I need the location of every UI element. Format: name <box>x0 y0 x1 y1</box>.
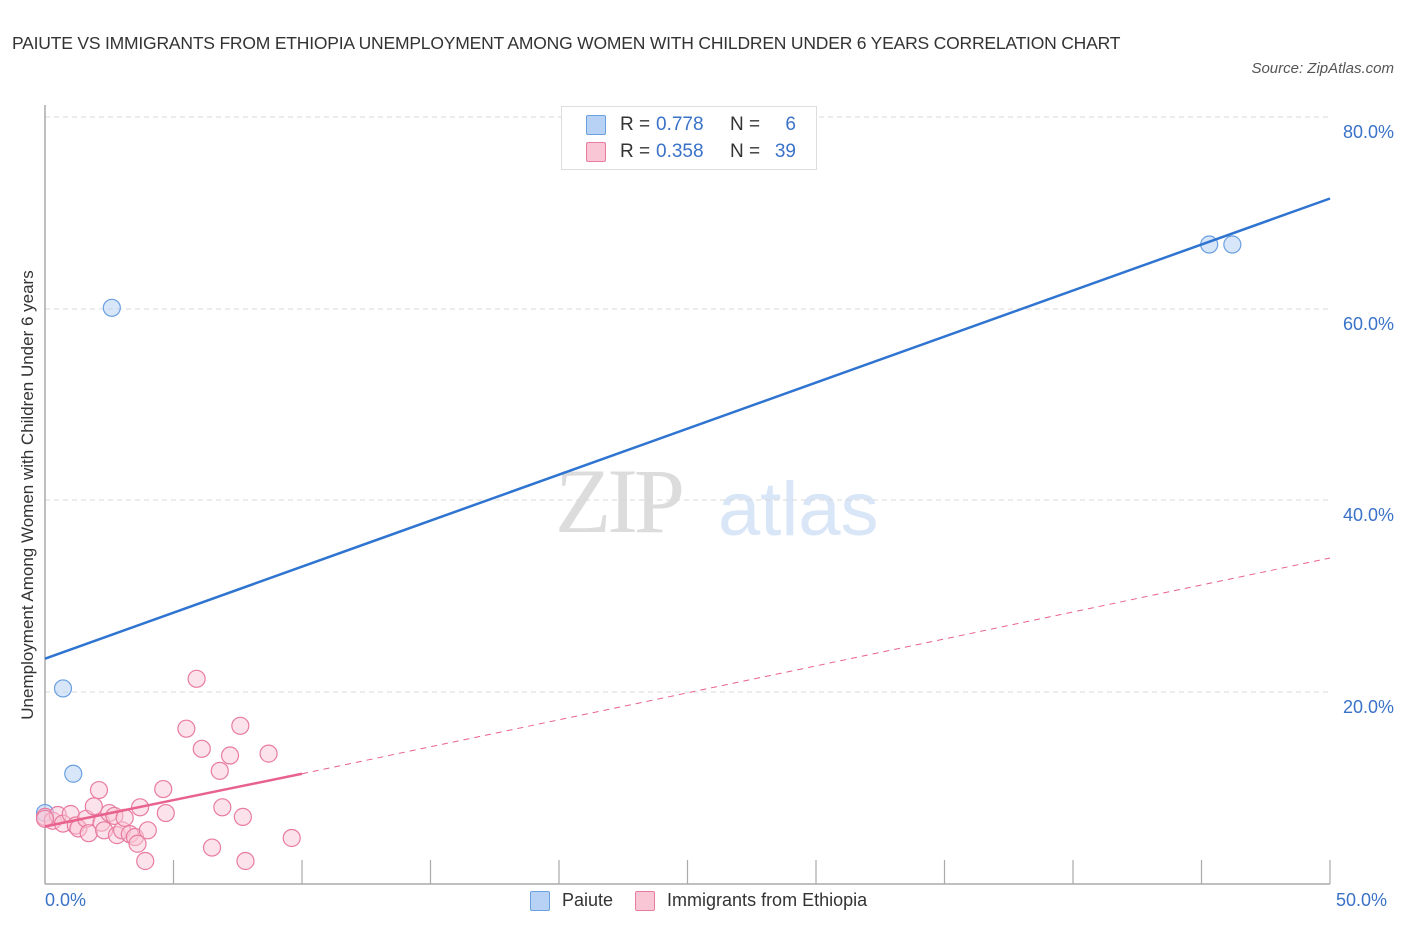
legend-label-ethiopia: Immigrants from Ethiopia <box>667 890 868 910</box>
ethiopia-trendline-solid <box>44 772 303 828</box>
data-point <box>220 746 240 765</box>
r-value: 0.358 <box>656 141 704 162</box>
data-point <box>231 716 250 735</box>
data-point <box>282 828 301 848</box>
legend-item-ethiopia[interactable]: Immigrants from Ethiopia <box>635 890 867 911</box>
paiute-trendline <box>44 197 1331 660</box>
x-axis-ticks <box>172 860 1331 884</box>
y-tick-40: 40.0% <box>1342 505 1394 525</box>
n-label: N = <box>730 114 761 135</box>
data-point <box>192 739 211 758</box>
data-point <box>213 798 232 817</box>
data-point <box>259 744 278 763</box>
data-point <box>128 834 147 853</box>
y-tick-20: 20.0% <box>1342 697 1394 717</box>
paiute-swatch-icon <box>530 890 550 911</box>
data-point <box>187 669 206 688</box>
data-point <box>156 803 175 823</box>
axes <box>44 105 1330 885</box>
n-label: N = <box>730 141 761 162</box>
trend-lines <box>44 197 1331 828</box>
r-value: 0.778 <box>656 114 704 135</box>
n-value: 39 <box>774 141 796 162</box>
data-point <box>84 797 103 816</box>
r-label: R = <box>620 141 651 162</box>
n-value: 6 <box>785 114 796 135</box>
data-point <box>102 298 121 317</box>
legend-item-paiute[interactable]: Paiute <box>530 890 613 911</box>
data-point <box>210 761 229 780</box>
x-tick-50: 50.0% <box>1336 890 1388 910</box>
data-point <box>233 807 252 826</box>
data-point <box>154 779 173 799</box>
chart-title: PAIUTE VS IMMIGRANTS FROM ETHIOPIA UNEMP… <box>12 33 1121 53</box>
paiute-swatch-icon <box>586 115 606 135</box>
series-legend: Paiute Immigrants from Ethiopia <box>530 890 889 911</box>
y-tick-60: 60.0% <box>1342 314 1394 334</box>
data-point <box>177 719 196 738</box>
data-point <box>35 809 55 828</box>
legend-label-paiute: Paiute <box>562 890 614 910</box>
data-point <box>136 851 155 871</box>
watermark-atlas: atlas <box>718 467 879 552</box>
legend-row-paiute: R = 0.778 N = 6 <box>586 112 796 138</box>
legend-row-ethiopia: R = 0.358 N = 39 <box>586 139 796 165</box>
gridlines <box>45 116 1330 693</box>
ethiopia-swatch-icon <box>586 142 606 162</box>
r-label: R = <box>620 114 651 135</box>
ethiopia-trendline-dashed <box>301 557 1331 775</box>
ethiopia-swatch-icon <box>635 890 656 911</box>
data-point <box>53 679 73 698</box>
data-point <box>64 764 83 783</box>
x-tick-0: 0.0% <box>45 890 87 910</box>
data-point <box>1223 235 1242 254</box>
stats-legend: R = 0.778 N = 6 R = 0.358 N = 39 <box>561 106 817 170</box>
data-point <box>138 821 157 840</box>
y-axis-label: Unemployment Among Women with Children U… <box>18 270 37 720</box>
scatter-points <box>35 235 1242 871</box>
source-label: Source: ZipAtlas.com <box>1251 60 1394 77</box>
y-tick-80: 80.0% <box>1342 122 1394 142</box>
data-point <box>202 838 222 857</box>
data-point <box>236 851 255 871</box>
data-point <box>89 780 109 800</box>
